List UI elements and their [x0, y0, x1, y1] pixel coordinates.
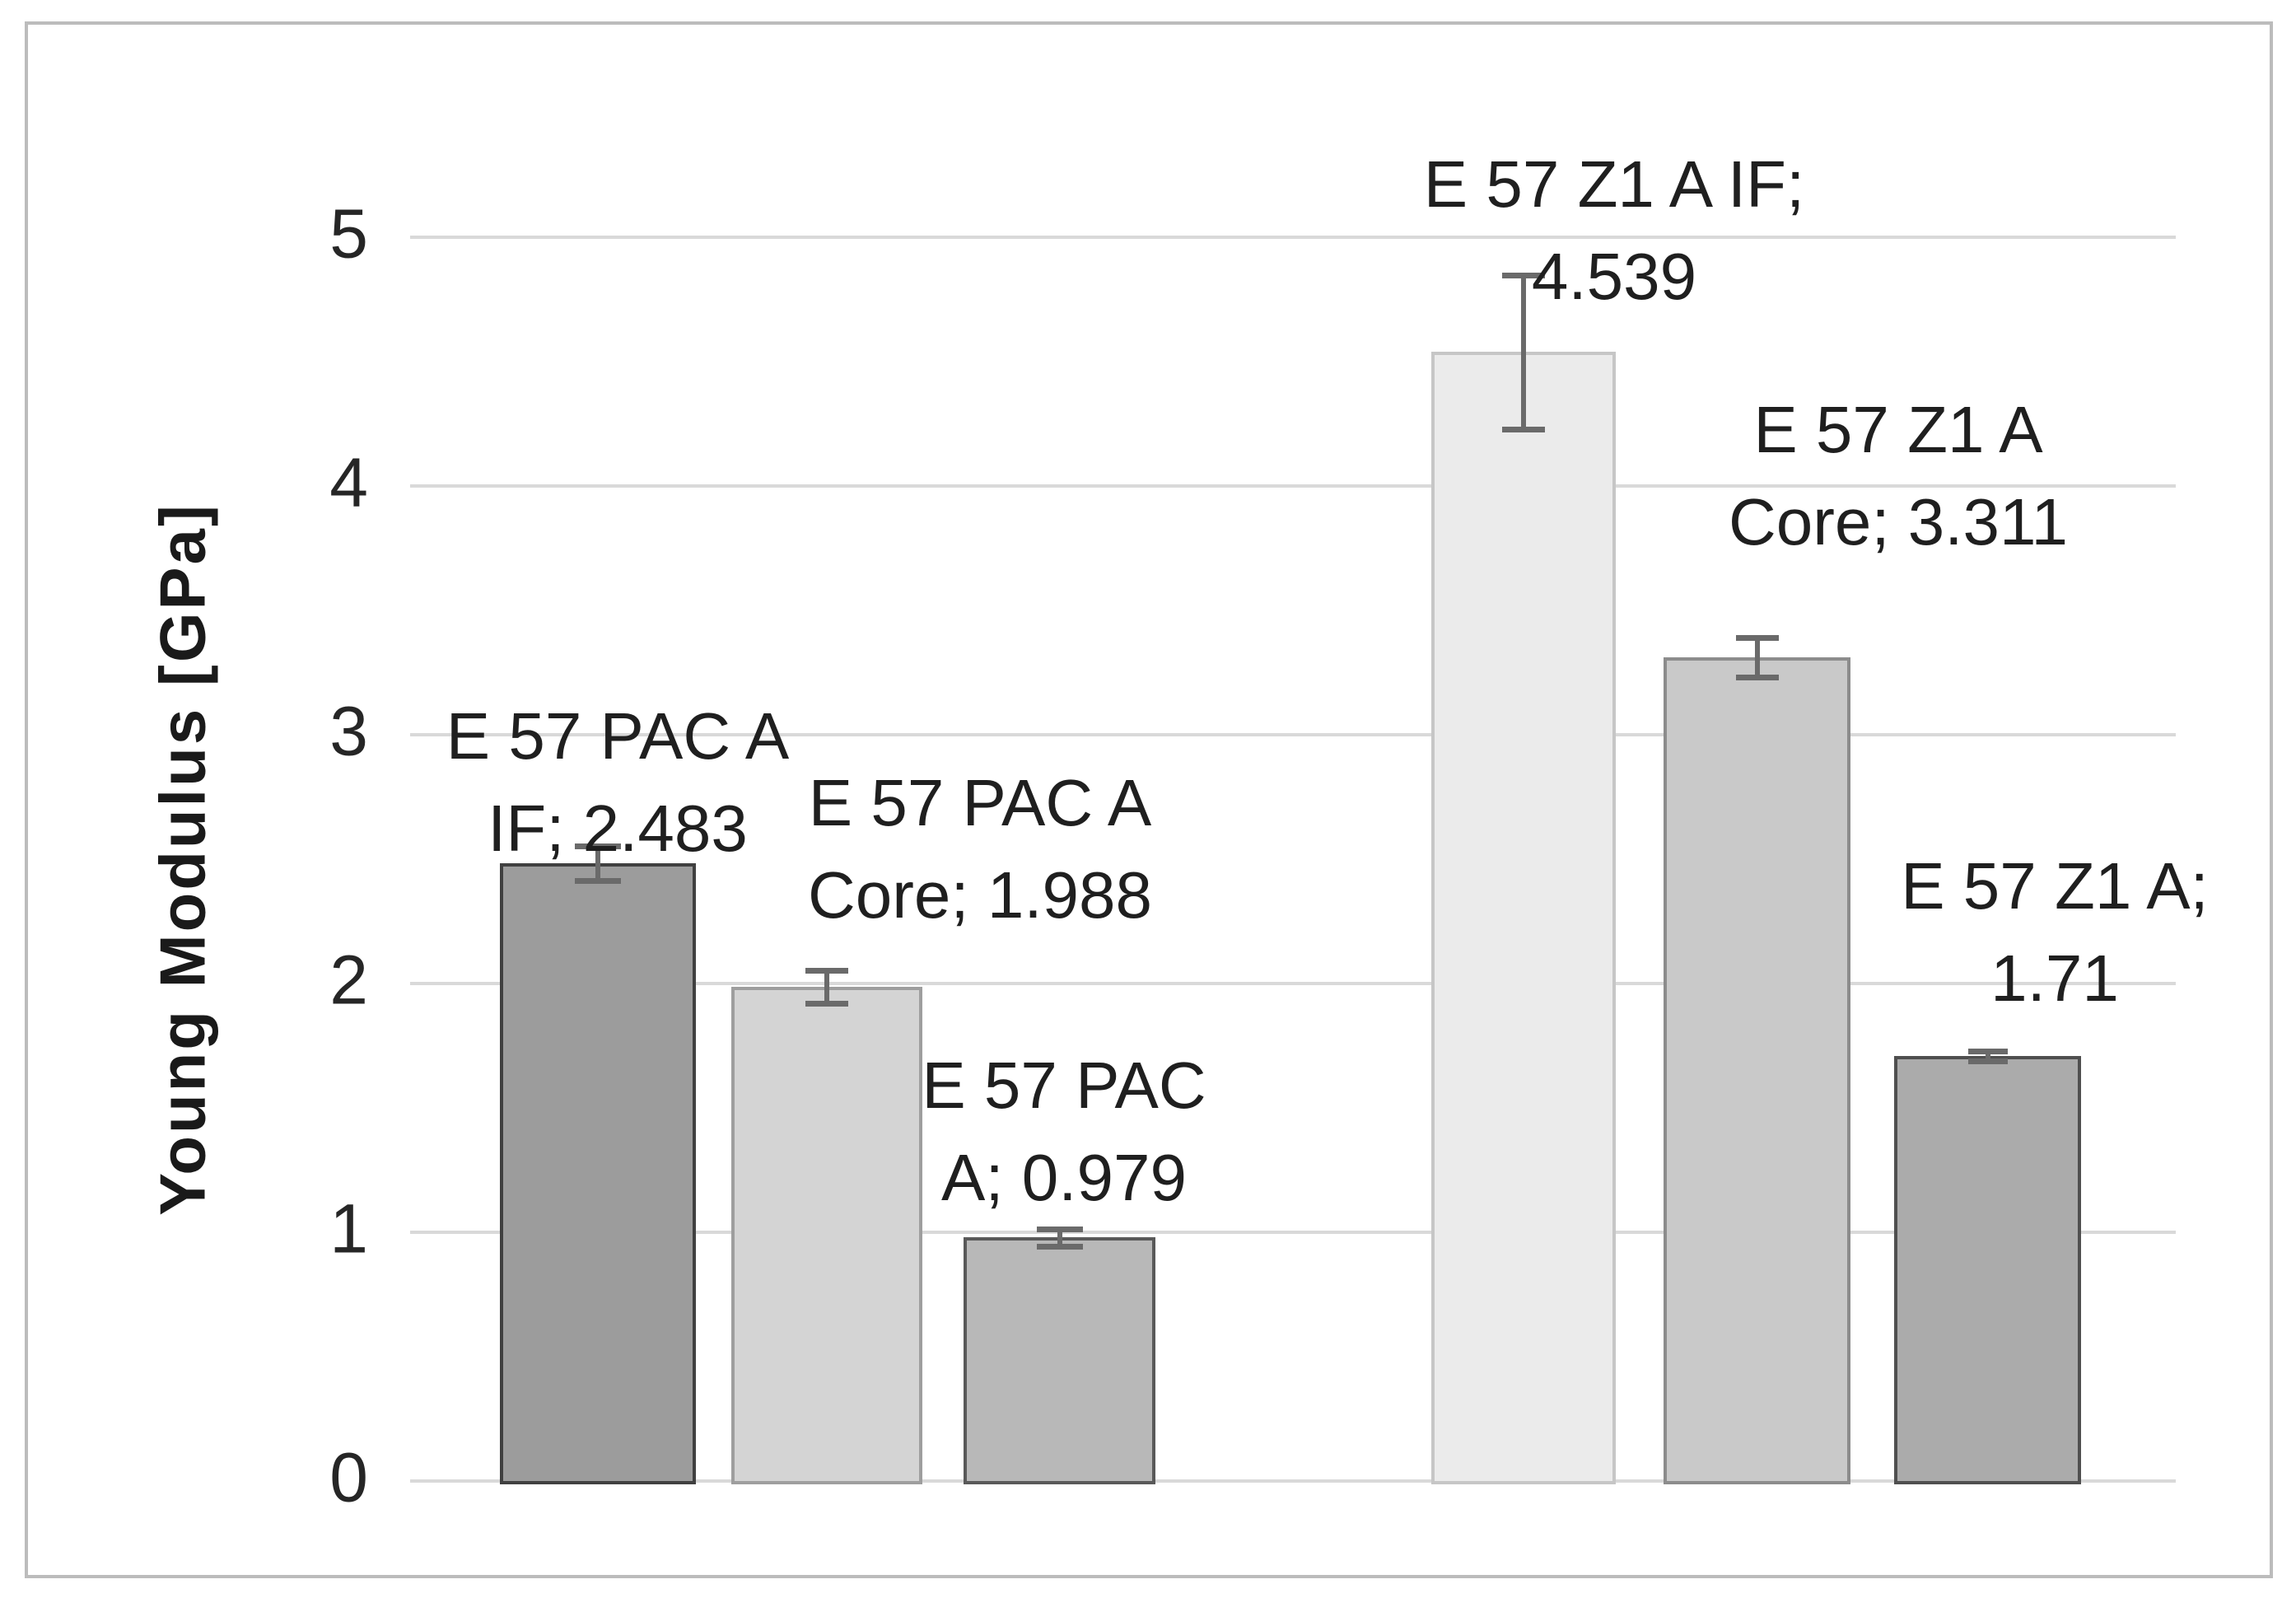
data-label-e-57-pac-a: E 57 PAC A; 0.979 [685, 1040, 1443, 1224]
data-label-e-57-z1-a: E 57 Z1 A; 1.71 [1676, 840, 2296, 1025]
data-label-e-57-z1-a-if-line-2: 4.539 [1531, 240, 1697, 313]
error-bar-line-e-57-pac-a-core [824, 970, 829, 1003]
error-bar-cap-bottom-e-57-z1-a [1967, 1058, 2008, 1064]
error-bar-cap-bottom-e-57-z1-a-if [1502, 426, 1545, 432]
error-bar-line-e-57-pac-a-if [595, 845, 600, 881]
data-label-e-57-z1-a-line-2: 1.71 [1990, 942, 2119, 1015]
gridline-y-1 [410, 1231, 2176, 1234]
error-bar-cap-top-e-57-z1-a [1967, 1048, 2008, 1054]
error-bar-cap-top-e-57-pac-a [1036, 1226, 1083, 1232]
data-label-e-57-z1-a-core-line-2: Core; 3.311 [1728, 485, 2069, 558]
data-label-e-57-z1-a-if-line-1: E 57 Z1 A IF; [1423, 147, 1805, 221]
error-bar-cap-top-e-57-pac-a-if [575, 843, 621, 849]
data-label-e-57-pac-a-if-line-2: IF; 2.483 [488, 792, 748, 865]
gridline-y-0 [410, 1479, 2176, 1483]
error-bar-line-e-57-z1-a [1985, 1050, 1990, 1061]
data-label-e-57-pac-a-if-line-1: E 57 PAC A [446, 699, 790, 773]
bar-e-57-z1-a-core [1664, 657, 1850, 1484]
error-bar-line-e-57-z1-a-core [1754, 637, 1760, 678]
data-label-e-57-z1-a-core: E 57 Z1 A Core; 3.311 [1519, 384, 2277, 568]
data-label-e-57-z1-a-line-1: E 57 Z1 A; [1901, 849, 2209, 923]
gridline-y-3 [410, 733, 2176, 736]
error-bar-cap-top-e-57-z1-a-if [1502, 272, 1545, 278]
data-label-e-57-pac-a-line-1: E 57 PAC [922, 1049, 1206, 1122]
bar-e-57-z1-a [1894, 1055, 2081, 1484]
error-bar-cap-bottom-e-57-z1-a-core [1735, 675, 1779, 681]
y-tick-label-3: 3 [329, 692, 368, 770]
error-bar-line-e-57-z1-a-if [1521, 274, 1526, 429]
y-tick-label-1: 1 [329, 1189, 368, 1268]
bar-e-57-pac-a [964, 1237, 1155, 1484]
bar-e-57-z1-a-if [1431, 352, 1616, 1484]
error-bar-line-e-57-pac-a [1057, 1228, 1062, 1246]
y-axis-title: Young Modulus [GPa] [146, 502, 219, 1216]
error-bar-cap-bottom-e-57-pac-a-core [805, 1000, 848, 1007]
error-bar-cap-bottom-e-57-pac-a [1036, 1243, 1083, 1250]
y-tick-label-2: 2 [329, 941, 368, 1019]
data-label-e-57-pac-a-line-2: A; 0.979 [940, 1141, 1187, 1214]
data-label-e-57-pac-a-if: E 57 PAC A IF; 2.483 [239, 690, 996, 875]
data-label-e-57-z1-a-if: E 57 Z1 A IF; 4.539 [1235, 138, 1993, 323]
bar-e-57-pac-a-if [500, 863, 696, 1484]
gridline-y-4 [410, 484, 2176, 488]
data-label-e-57-pac-a-core-line-1: E 57 PAC A [808, 766, 1152, 839]
data-label-e-57-pac-a-core: E 57 PAC A Core; 1.988 [601, 757, 1359, 942]
y-tick-label-0: 0 [329, 1438, 368, 1516]
gridline-y-5 [410, 236, 2176, 239]
error-bar-cap-top-e-57-z1-a-core [1735, 634, 1779, 641]
gridline-y-2 [410, 982, 2176, 985]
bar-e-57-pac-a-core [731, 986, 922, 1484]
data-label-e-57-z1-a-core-line-1: E 57 Z1 A [1753, 393, 2043, 466]
y-tick-label-4: 4 [329, 443, 368, 521]
data-label-e-57-pac-a-core-line-2: Core; 1.988 [807, 858, 1153, 932]
error-bar-cap-top-e-57-pac-a-core [805, 967, 848, 974]
error-bar-cap-bottom-e-57-pac-a-if [575, 878, 621, 885]
y-tick-label-5: 5 [329, 194, 368, 273]
